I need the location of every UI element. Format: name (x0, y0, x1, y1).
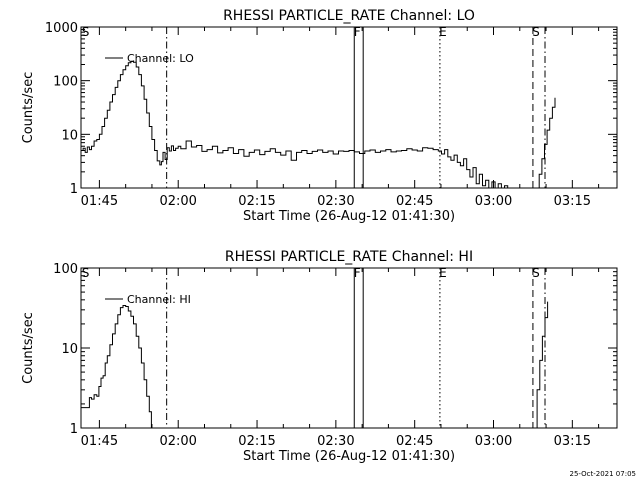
x-tick-label: 02:15 (238, 194, 275, 209)
footer-timestamp: 25-Oct-2021 07:05 (570, 470, 636, 478)
x-tick-label: 02:30 (317, 434, 354, 449)
x-axis-label: Start Time (26-Aug-12 01:41:30) (243, 209, 455, 224)
series-line (81, 60, 509, 189)
x-tick-label: 03:00 (475, 194, 512, 209)
x-tick-label: 02:00 (159, 194, 196, 209)
y-tick-label: 100 (53, 262, 78, 277)
event-marker-label: E (439, 25, 447, 39)
y-axis-label: Counts/sec (21, 72, 36, 144)
x-tick-label: 01:45 (81, 194, 118, 209)
chart-lo-channel: RHESSI PARTICLE_RATE Channel: LO 01:45 02:… (21, 8, 618, 224)
y-tick-label: 10 (61, 342, 78, 357)
event-marker-label: S (82, 266, 90, 280)
legend-label: Channel: HI (127, 293, 191, 306)
series-line-segment (536, 97, 556, 189)
chart-title: RHESSI PARTICLE_RATE Channel: LO (223, 8, 475, 24)
x-tick-label: 03:15 (554, 194, 591, 209)
event-marker-label: F (354, 266, 361, 280)
event-marker-label: S (82, 25, 90, 39)
series-line (81, 305, 152, 428)
event-marker-label: S (532, 266, 540, 280)
plot-frame (80, 26, 618, 189)
x-tick-label: 03:15 (554, 434, 591, 449)
y-tick-label: 100 (53, 75, 78, 90)
y-tick-label: 1000 (45, 21, 78, 36)
x-tick-label: 01:45 (81, 434, 118, 449)
x-tick-label: 02:15 (238, 434, 275, 449)
legend-label: Channel: LO (127, 52, 194, 65)
chart-title: RHESSI PARTICLE_RATE Channel: HI (225, 249, 473, 265)
y-tick-label: 1 (70, 422, 78, 437)
x-tick-label: 02:45 (396, 434, 433, 449)
series-line-segment (534, 301, 549, 429)
y-tick-label: 1 (70, 182, 78, 197)
x-tick-label: 02:30 (317, 194, 354, 209)
x-tick-label: 02:45 (396, 194, 433, 209)
event-marker-label: F (354, 25, 361, 39)
chart-hi-channel: RHESSI PARTICLE_RATE Channel: HI 01:45 02:… (21, 249, 618, 464)
event-marker-label: S (532, 25, 540, 39)
y-tick-label: 10 (61, 128, 78, 143)
x-tick-label: 03:00 (475, 434, 512, 449)
x-axis-label: Start Time (26-Aug-12 01:41:30) (243, 449, 455, 464)
y-axis-label: Counts/sec (21, 312, 36, 384)
x-tick-label: 02:00 (159, 434, 196, 449)
event-marker-label: E (439, 266, 447, 280)
